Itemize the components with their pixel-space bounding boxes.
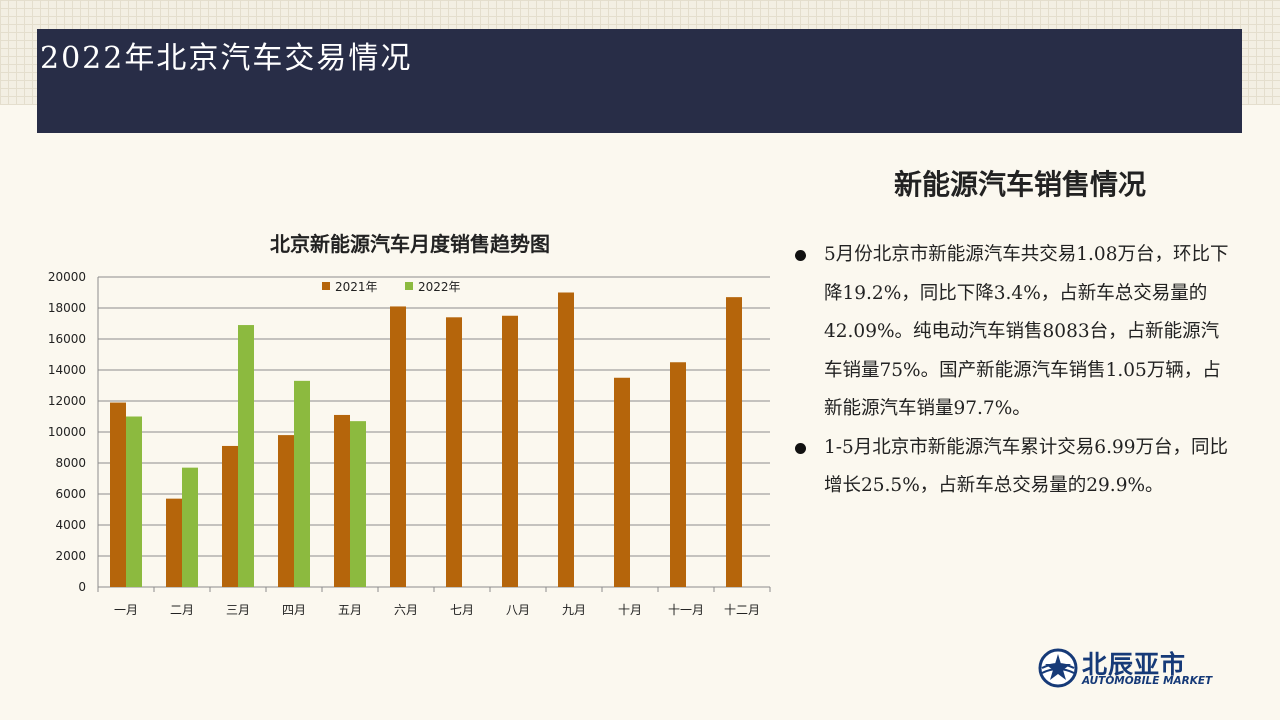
x-tick-label: 五月 [338,603,362,617]
bullet-dot-icon [795,250,806,261]
bar-2021年 [278,435,294,587]
y-tick-label: 20000 [48,270,86,284]
x-tick-label: 三月 [226,603,250,617]
legend-label: 2022年 [418,280,461,294]
bar-2021年 [390,306,406,587]
x-tick-label: 七月 [450,603,474,617]
y-tick-label: 4000 [55,518,86,532]
bar-2021年 [670,362,686,587]
header-band [37,29,1242,133]
chart-title: 北京新能源汽车月度销售趋势图 [270,232,550,256]
bar-2021年 [110,402,126,587]
bar-2021年 [446,317,462,587]
y-tick-label: 10000 [48,425,86,439]
bar-2021年 [334,414,350,587]
x-tick-label: 九月 [562,603,586,617]
legend-label: 2021年 [335,280,378,294]
bar-2022年 [182,467,198,587]
y-tick-label: 2000 [55,549,86,563]
x-tick-label: 十一月 [668,603,704,617]
y-tick-label: 8000 [55,456,86,470]
bullet-dot-icon [795,442,806,454]
logo-chinese-text: 北辰亚市 [1082,650,1187,679]
x-tick-label: 十二月 [724,603,760,617]
bullet-text: 1-5月北京市新能源汽车累计交易6.99万台，同比增长25.5%，占新车总交易量… [824,436,1228,497]
bar-2021年 [166,498,182,587]
bar-chart: 0 2000 4000 6000 8000 10000 12000 14000 16000 180… [48,270,771,617]
bar-2022年 [350,421,366,587]
legend-swatch [322,282,330,290]
x-tick-label: 十月 [618,603,642,617]
y-tick-label: 0 [78,580,86,594]
y-tick-label: 18000 [48,301,86,315]
bullet-list: 5月份北京市新能源汽车共交易1.08万台，环比下降19.2%，同比下降3.4%，… [794,236,1234,506]
page-title: 2022年北京汽车交易情况 [40,41,413,76]
logo-globe-icon [1038,648,1078,688]
bullet-text: 5月份北京市新能源汽车共交易1.08万台，环比下降19.2%，同比下降3.4%，… [824,244,1229,419]
bar-2021年 [502,315,518,587]
x-tick-label: 四月 [282,603,306,617]
legend-swatch [405,282,413,290]
company-logo: 北辰亚市 AUTOMOBILE MARKET [1038,645,1228,695]
x-tick-label: 二月 [170,603,194,617]
bar-2021年 [614,377,630,587]
bar-2022年 [294,380,310,587]
bar-2021年 [222,445,238,587]
bar-2021年 [726,297,742,587]
x-tick-label: 八月 [506,603,530,617]
x-tick-label: 一月 [114,603,138,617]
y-tick-label: 16000 [48,332,86,346]
section-heading: 新能源汽车销售情况 [893,168,1146,201]
bar-2021年 [558,292,574,587]
y-tick-label: 6000 [55,487,86,501]
logo-english-text: AUTOMOBILE MARKET [1082,675,1213,687]
y-tick-label: 14000 [48,363,86,377]
bullet-item: 1-5月北京市新能源汽车累计交易6.99万台，同比增长25.5%，占新车总交易量… [794,429,1234,506]
x-tick-label: 六月 [394,603,418,617]
y-tick-label: 12000 [48,394,86,408]
bar-2022年 [238,325,254,587]
bullet-item: 5月份北京市新能源汽车共交易1.08万台，环比下降19.2%，同比下降3.4%，… [794,236,1234,429]
bar-2022年 [126,416,142,587]
